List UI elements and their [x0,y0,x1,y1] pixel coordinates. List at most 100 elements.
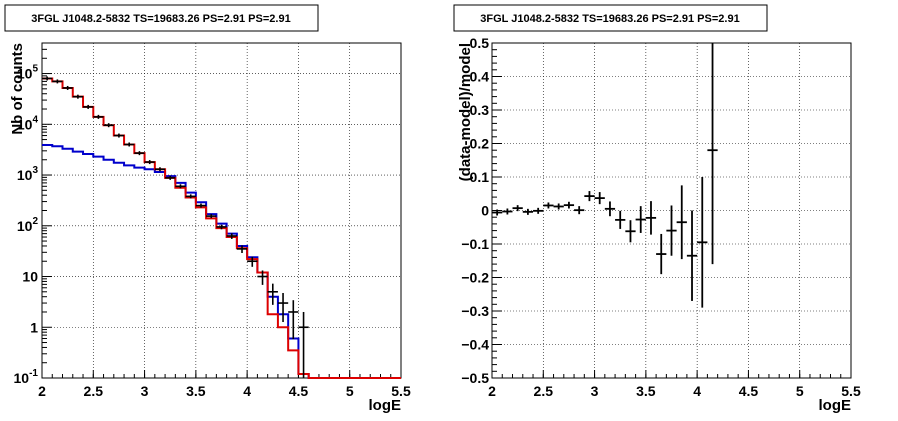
residual-point [686,210,698,301]
data-point [165,175,176,180]
residual-point [656,233,667,275]
counts-ytick-label: 10 [22,269,38,285]
residual-point [676,185,687,260]
counts-xtick-label: 2.5 [84,383,104,399]
data-point [144,160,155,165]
counts-xtick-label: 3 [141,383,149,399]
counts-series [42,76,401,379]
data-point [257,270,268,285]
residual-xtick-label: 5 [796,383,804,399]
residual-point [574,206,585,215]
residual-ytick-label: 0.5 [470,35,490,51]
data-point [103,123,114,128]
data-point [42,76,53,81]
residual-ytick-label: −0.4 [461,337,489,353]
residual-point [625,220,636,243]
residual-ytick-label: −0.5 [461,370,489,386]
residual-point [707,43,718,265]
residual-xtick-label: 4 [693,383,701,399]
counts-title-box: 3FGL J1048.2-5832 TS=19683.26 PS=2.91 PS… [4,4,319,32]
residual-point [522,208,534,215]
model-source-histogram [42,144,401,379]
counts-grid [42,43,401,378]
counts-axis-ticks: 2 2.5 3 3.5 4 4.5 5 5.5 10-1 1 10 102 103 104 105 [14,48,411,399]
residual-point [512,205,523,212]
residual-ytick-label: −0.1 [461,236,489,252]
counts-panel: 2 2.5 3 3.5 4 4.5 5 5.5 10-1 1 10 102 103 104 105 3FGL… [4,4,411,414]
residual-xtick-label: 3 [591,383,599,399]
residual-grid [492,43,851,378]
data-point [175,184,186,189]
residual-xtick-label: 4.5 [739,383,759,399]
residual-point [543,202,554,209]
counts-ytick-label: 1 [30,319,38,335]
residual-ylabel: (data-model)/model [457,43,474,181]
data-point [124,142,135,147]
residual-ytick-label: −0.3 [461,303,489,319]
residual-point [502,208,513,215]
residual-point [594,192,605,205]
data-point [195,203,207,208]
data-point [113,133,125,138]
counts-xtick-label: 5.5 [391,383,411,399]
residual-xtick-label: 2.5 [534,383,554,399]
residual-point [563,201,575,209]
residual-series [492,43,718,308]
data-point [236,245,248,253]
residual-xtick-label: 5.5 [841,383,861,399]
residual-ytick-label: −0.2 [461,270,489,286]
residual-xtick-label: 2 [488,383,496,399]
data-point [72,94,84,99]
data-point [52,79,63,84]
counts-xtick-label: 5 [346,383,354,399]
counts-ytick-label: 105 [17,64,39,82]
residual-xlabel: logE [819,397,852,414]
data-point [226,233,237,239]
data-point [288,300,299,340]
residual-ytick-label: 0 [481,203,489,219]
counts-xtick-label: 3.5 [186,383,206,399]
data-point [206,214,217,219]
counts-ytick-label: 102 [17,216,39,234]
counts-ylabel: Nb of counts [9,43,26,135]
residual-point [584,191,595,202]
residual-point [697,177,708,308]
data-point [185,194,196,199]
residual-point [604,201,616,217]
residual-point [635,206,646,233]
counts-title: 3FGL J1048.2-5832 TS=19683.26 PS=2.91 PS… [31,13,290,25]
data-point [83,104,94,109]
residual-point [615,210,626,229]
data-point [62,85,73,90]
residual-title-box: 3FGL J1048.2-5832 TS=19683.26 PS=2.91 PS… [453,4,768,32]
data-point [134,151,145,156]
residual-point [492,209,503,216]
residual-xtick-label: 3.5 [636,383,656,399]
counts-xtick-label: 4.5 [289,383,309,399]
residual-ytick-label: 0.3 [470,102,490,118]
residual-point [533,207,544,214]
data-point [267,283,278,305]
data-point [247,256,258,267]
residual-point [645,201,657,235]
counts-ytick-label: 103 [17,165,39,183]
residual-point [553,203,564,210]
data-point [277,293,289,323]
residual-title: 3FGL J1048.2-5832 TS=19683.26 PS=2.91 PS… [480,13,739,25]
counts-plot-frame [41,42,402,379]
counts-xlabel: logE [369,397,402,414]
data-point [216,224,227,230]
residual-axis-ticks: 2 2.5 3 3.5 4 4.5 5 5.5 −0.5 −0.4 −0.3 −0.2 −0.1 0 0.1… [461,35,861,399]
data-point [93,114,104,119]
data-point [154,167,166,172]
residual-ytick-label: 0.2 [470,136,490,152]
counts-ytick-label: 104 [17,114,39,132]
residual-panel: 2 2.5 3 3.5 4 4.5 5 5.5 −0.5 −0.4 −0.3 −0.2 −0.1 0 0.1… [453,4,861,414]
counts-xtick-label: 4 [243,383,251,399]
data-point [298,311,309,378]
residual-ytick-label: 0.1 [470,169,490,185]
counts-ytick-label: 10-1 [14,368,39,386]
residual-point [666,205,677,256]
residual-ytick-label: 0.4 [470,69,490,85]
